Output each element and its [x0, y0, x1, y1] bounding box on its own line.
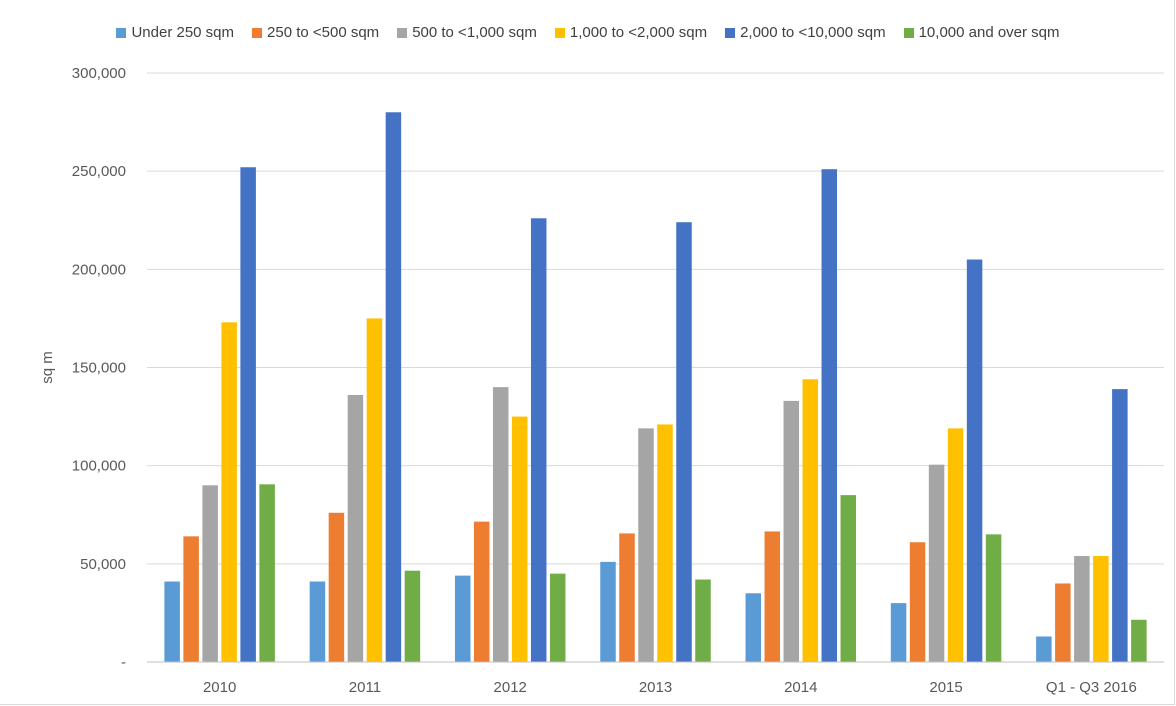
bar-3-5: [695, 579, 711, 662]
y-tick-label: 150,000: [72, 360, 126, 377]
bar-0-4: [240, 167, 256, 663]
legend-swatch: [252, 27, 263, 38]
bar-1-2: [347, 394, 364, 662]
bar-3-0: [600, 561, 616, 662]
legend-swatch: [554, 27, 565, 38]
x-tick-label: 2014: [784, 679, 817, 696]
legend: Under 250 sqm 250 to <500 sqm 500 to <1,00…: [0, 24, 1176, 41]
bar-5-5: [985, 534, 1002, 662]
bar-6-1: [1055, 583, 1071, 662]
legend-label: 500 to <1,000 sqm: [412, 24, 537, 41]
legend-item-3: 1,000 to <2,000 sqm: [554, 24, 708, 41]
bar-1-3: [366, 318, 383, 662]
legend-item-0: Under 250 sqm: [116, 24, 234, 41]
x-tick-label: Q1 - Q3 2016: [1046, 679, 1137, 696]
bar-5-0: [890, 603, 907, 662]
bar-2-4: [530, 218, 547, 662]
legend-swatch: [903, 27, 914, 38]
legend-item-5: 10,000 and over sqm: [903, 24, 1060, 41]
bar-0-0: [164, 581, 180, 662]
y-tick-label: -: [121, 654, 126, 671]
bar-6-5: [1131, 619, 1147, 662]
bar-0-1: [183, 536, 199, 662]
bar-4-5: [840, 495, 857, 662]
legend-label: 10,000 and over sqm: [918, 24, 1060, 41]
legend-item-4: 2,000 to <10,000 sqm: [725, 24, 886, 41]
legend-swatch: [725, 27, 736, 38]
bar-2-0: [454, 575, 471, 662]
bar-6-0: [1036, 636, 1052, 662]
bar-6-3: [1093, 555, 1109, 662]
bar-6-2: [1074, 555, 1090, 662]
x-tick-label: 2011: [349, 679, 381, 696]
legend-label: 2,000 to <10,000 sqm: [740, 24, 886, 41]
y-axis-label: sq m: [39, 351, 56, 384]
x-tick-label: 2013: [639, 679, 672, 696]
y-tick-label: 50,000: [80, 556, 126, 573]
bar-5-1: [909, 542, 926, 662]
bar-5-3: [947, 428, 964, 662]
bar-4-2: [783, 400, 800, 662]
bar-3-1: [619, 533, 635, 662]
bar-1-0: [309, 581, 326, 662]
x-tick-label: 2015: [929, 679, 962, 696]
bar-5-2: [928, 464, 945, 662]
legend-label: Under 250 sqm: [131, 24, 235, 41]
bar-0-2: [202, 485, 218, 662]
legend-swatch: [116, 27, 127, 38]
legend-item-1: 250 to <500 sqm: [252, 24, 379, 41]
legend-item-2: 500 to <1,000 sqm: [397, 24, 537, 41]
legend-swatch: [397, 27, 408, 38]
bar-2-5: [549, 573, 566, 662]
y-tick-label: 300,000: [72, 65, 126, 82]
legend-label: 1,000 to <2,000 sqm: [569, 24, 708, 41]
bar-4-4: [821, 169, 838, 662]
bar-1-5: [404, 570, 421, 662]
bar-4-3: [802, 379, 819, 662]
x-tick-label: 2012: [494, 679, 527, 696]
bar-6-4: [1112, 389, 1128, 662]
x-tick-label: 2010: [203, 679, 236, 696]
bar-0-3: [221, 322, 237, 662]
bar-4-0: [745, 593, 762, 662]
bar-2-3: [511, 416, 528, 662]
y-tick-label: 100,000: [72, 458, 126, 475]
legend-label: 250 to <500 sqm: [267, 24, 380, 41]
bar-1-4: [385, 112, 402, 663]
bar-3-4: [676, 222, 692, 663]
bar-2-1: [473, 521, 490, 662]
bar-3-3: [657, 424, 673, 662]
bar-0-5: [259, 484, 275, 662]
bar-4-1: [764, 531, 781, 662]
y-tick-label: 250,000: [72, 163, 126, 180]
bar-2-2: [492, 387, 509, 662]
bar-1-1: [328, 512, 345, 662]
y-tick-label: 200,000: [72, 261, 126, 278]
bar-3-2: [638, 428, 654, 662]
bar-5-4: [966, 259, 983, 662]
